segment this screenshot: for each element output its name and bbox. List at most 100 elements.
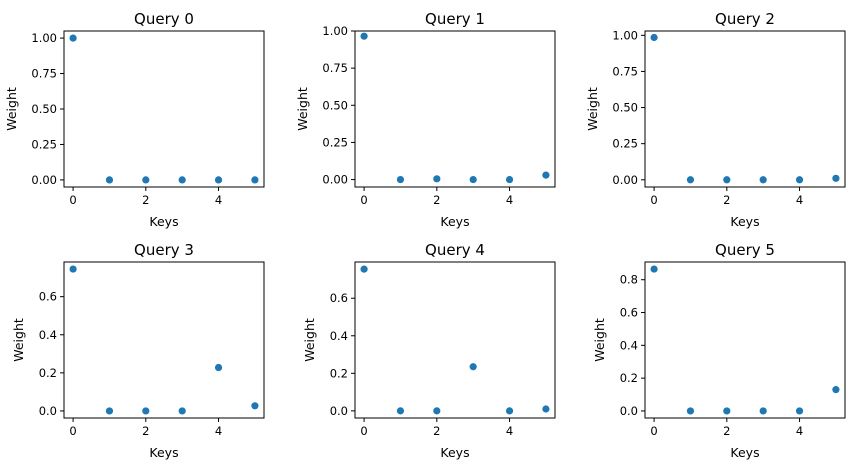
y-tick-label: 0.6 [620,306,638,320]
x-tick-label: 4 [796,424,803,438]
plot-frame [354,261,556,419]
x-axis-label: Keys [730,445,759,460]
y-tick-label: 0.2 [620,371,638,385]
x-tick-label: 2 [142,424,149,438]
x-axis-label: Keys [149,214,178,229]
plot-frame [63,30,265,188]
data-point [832,386,840,394]
x-tick-label: 0 [360,424,367,438]
data-point [214,176,223,184]
x-tick-label: 2 [723,424,730,438]
plot-frame [644,261,846,419]
data-point [251,402,259,410]
data-point [69,34,77,42]
y-tick-label: 0.25 [322,135,348,149]
y-axis-label: Weight [295,87,310,131]
subplot-4: Query 4 0 2 4 0.0 0.2 0.4 0.6 Keys Weight [302,241,556,460]
y-tick-label: 0.50 [612,101,638,115]
subplot-3: Query 3 0 2 4 0.0 0.2 0.4 0.6 Keys Weight [11,241,265,460]
data-point [360,32,368,40]
data-point [505,175,514,184]
data-point [142,176,150,184]
x-axis-label: Keys [730,214,759,229]
y-axis-label: Weight [592,318,607,362]
y-axis-label: Weight [585,87,600,131]
data-point [433,175,441,183]
y-tick-label: 0.6 [39,290,57,304]
x-tick-label: 4 [215,193,222,207]
y-tick-label: 0.8 [620,273,638,287]
y-axis-label: Weight [302,318,317,362]
data-point [723,176,731,184]
x-tick-label: 0 [69,424,76,438]
y-tick-label: 0.75 [322,61,348,75]
y-tick-label: 0.4 [39,328,57,342]
y-tick-label: 0.75 [612,64,638,78]
data-point [214,363,223,372]
y-tick-label: 0.25 [612,137,638,151]
x-tick-label: 2 [433,424,440,438]
plot-frame [644,30,846,188]
subplot-title: Query 2 [715,10,775,28]
data-point [832,174,840,182]
data-point [686,407,695,415]
y-tick-label: 1.00 [31,31,57,45]
y-tick-label: 0.2 [330,366,348,380]
x-tick-label: 0 [69,193,76,207]
subplot-2: Query 2 0 2 4 0.00 0.25 0.50 0.75 1.00 Keys Weight [585,10,846,229]
data-point [105,407,114,415]
x-tick-label: 0 [360,193,367,207]
plot-frame [63,261,265,419]
data-point [69,265,77,273]
data-point [723,407,731,415]
data-point [433,407,441,415]
data-point [795,176,804,184]
y-tick-label: 0.00 [31,173,57,187]
x-tick-label: 4 [796,193,803,207]
data-point [469,363,477,371]
data-point [360,265,368,273]
y-tick-label: 0.50 [31,102,57,116]
y-tick-label: 0.4 [620,338,638,352]
data-point [759,176,767,184]
data-point [396,407,405,415]
x-axis-label: Keys [440,445,469,460]
data-point [650,33,658,42]
y-tick-label: 0.2 [39,366,57,380]
data-point [795,407,804,415]
subplot-title: Query 4 [425,241,485,259]
y-axis-label: Weight [11,318,26,362]
data-point [396,175,405,184]
x-tick-label: 4 [506,424,513,438]
y-tick-label: 0.6 [330,291,348,305]
x-tick-label: 0 [650,193,657,207]
plot-frame [354,30,556,188]
subplot-5: Query 5 0 2 4 0.0 0.2 0.4 0.6 0.8 Keys Weight [592,241,846,460]
y-tick-label: 0.25 [31,137,57,151]
data-point [142,407,150,415]
y-tick-label: 0.0 [39,404,57,418]
subplot-title: Query 0 [134,10,194,28]
subplot-title: Query 5 [715,241,775,259]
data-point [542,405,550,413]
data-point [686,176,695,184]
x-axis-label: Keys [440,214,469,229]
subplot-title: Query 1 [425,10,485,28]
y-tick-label: 1.00 [612,28,638,42]
y-tick-label: 0.0 [330,404,348,418]
y-tick-label: 1.00 [322,24,348,38]
data-point [469,175,477,184]
x-tick-label: 4 [215,424,222,438]
data-point [650,265,658,273]
data-point [759,407,767,415]
x-tick-label: 2 [723,193,730,207]
subplot-0: Query 0 0 2 4 0.00 0.25 0.50 0.75 1.00 Keys Weight [4,10,265,229]
y-tick-label: 0.0 [620,404,638,418]
y-tick-label: 0.4 [330,329,348,343]
data-point [251,176,259,184]
y-tick-label: 0.75 [31,67,57,81]
y-tick-label: 0.50 [322,98,348,112]
y-axis-label: Weight [4,87,19,131]
